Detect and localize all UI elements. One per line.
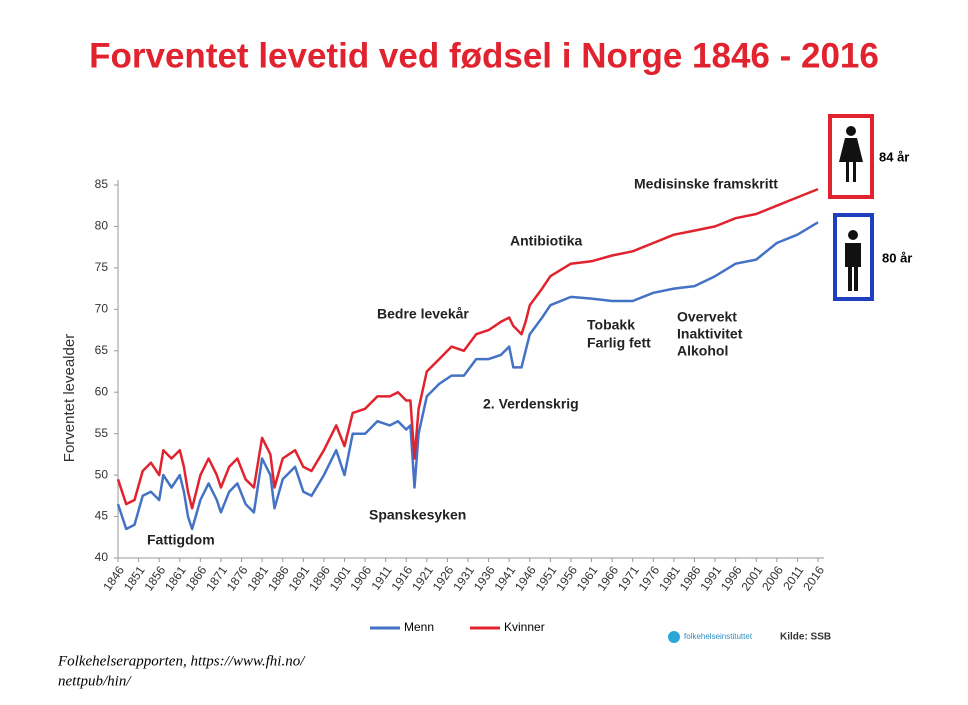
x-tick-label: 1961 (574, 563, 601, 593)
x-tick-label: 1916 (389, 563, 416, 593)
x-tick-label: 1986 (677, 563, 704, 593)
female-icon (839, 126, 863, 182)
x-tick-label: 1971 (615, 563, 642, 593)
x-tick-label: 1931 (450, 563, 477, 593)
chart-title: Forventet levetid ved fødsel i Norge 184… (89, 36, 879, 75)
x-tick-label: 2016 (800, 563, 827, 593)
x-tick-label: 1896 (306, 563, 333, 593)
x-tick-label: 1921 (409, 563, 436, 593)
annotation: Antibiotika (510, 233, 583, 249)
x-tick-label: 1966 (594, 563, 621, 593)
annotation: Inaktivitet (677, 326, 743, 342)
annotation: Tobakk (587, 317, 635, 333)
citation: Folkehelserapporten, https://www.fhi.no/ (57, 653, 306, 669)
x-tick-label: 1846 (100, 563, 127, 593)
y-tick-label: 60 (95, 384, 109, 398)
female-box (828, 114, 874, 199)
series-line (116, 221, 819, 531)
annotation: 2. Verdenskrig (483, 396, 579, 412)
x-tick-label: 1991 (697, 563, 724, 593)
x-tick-label: 1856 (141, 563, 168, 593)
x-tick-label: 1866 (183, 563, 210, 593)
icon-label: 80 år (882, 250, 912, 265)
y-tick-label: 70 (95, 302, 109, 316)
logo-mark (668, 631, 680, 643)
x-tick-label: 2001 (739, 563, 766, 593)
legend-label: Menn (404, 620, 434, 634)
annotation: Fattigdom (147, 532, 215, 548)
x-tick-label: 1886 (265, 563, 292, 593)
x-tick-label: 1951 (533, 563, 560, 593)
legend-label: Kvinner (504, 620, 545, 634)
male-box (833, 213, 874, 301)
annotation: Spanskesyken (369, 507, 466, 523)
y-tick-label: 50 (95, 467, 109, 481)
annotation: Medisinske framskritt (634, 176, 778, 192)
x-tick-label: 1901 (327, 563, 354, 593)
series-line (116, 187, 819, 510)
x-tick-label: 1976 (636, 563, 663, 593)
x-tick-label: 1861 (162, 563, 189, 593)
x-tick-label: 1876 (224, 563, 251, 593)
icon-label: 84 år (879, 149, 909, 164)
y-tick-label: 55 (95, 426, 109, 440)
y-tick-label: 75 (95, 260, 109, 274)
x-tick-label: 1956 (553, 563, 580, 593)
y-tick-label: 85 (95, 177, 109, 191)
x-tick-label: 1941 (491, 563, 518, 593)
x-tick-label: 1936 (471, 563, 498, 593)
x-tick-label: 1881 (244, 563, 271, 593)
x-tick-label: 1891 (286, 563, 313, 593)
y-axis-label: Forventet levealder (61, 334, 78, 462)
y-tick-label: 80 (95, 219, 109, 233)
male-icon (845, 230, 861, 291)
x-tick-label: 2006 (759, 563, 786, 593)
y-tick-label: 65 (95, 343, 109, 357)
x-tick-label: 1996 (718, 563, 745, 593)
x-tick-label: 1871 (203, 563, 230, 593)
annotation: Alkohol (677, 343, 728, 359)
x-tick-label: 1906 (347, 563, 374, 593)
annotation: Farlig fett (587, 335, 651, 351)
x-tick-label: 1946 (512, 563, 539, 593)
y-tick-label: 40 (95, 550, 109, 564)
annotation: Bedre levekår (377, 306, 469, 322)
x-tick-label: 1926 (430, 563, 457, 593)
y-tick-label: 45 (95, 509, 109, 523)
logo: folkehelseinstituttet (684, 632, 753, 641)
x-tick-label: 1981 (656, 563, 683, 593)
source: Kilde: SSB (780, 632, 831, 643)
x-tick-label: 1851 (121, 563, 148, 593)
annotation: Overvekt (677, 309, 737, 325)
citation: nettpub/hin/ (58, 673, 132, 689)
